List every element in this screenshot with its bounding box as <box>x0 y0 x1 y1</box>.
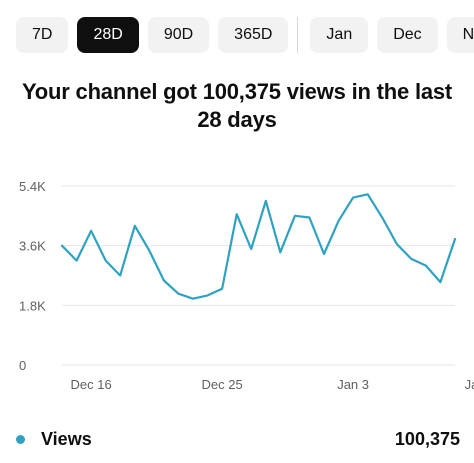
legend-total-value: 100,375 <box>394 429 460 449</box>
date-range-chips: 7D 28D 90D 365D Jan Dec Nov <box>16 17 474 53</box>
chip-divider <box>297 17 299 53</box>
chip-28d[interactable]: 28D <box>77 17 139 53</box>
legend-marker <box>16 435 25 444</box>
chart-series <box>60 193 457 300</box>
y-tick-label: 1.8K <box>19 298 46 313</box>
page-title: Your channel got 100,375 views in the la… <box>21 79 453 132</box>
x-tick-label: Dec 25 <box>202 377 243 392</box>
x-axis-ticks: Dec 16 Dec 25 Jan 3 Jan 12 <box>71 377 474 392</box>
chip-365d[interactable]: 365D <box>218 17 289 53</box>
series-line-views <box>60 193 457 300</box>
views-line-chart: 0 1.8K 3.6K 5.4K Dec 16 Dec 25 Jan 3 Jan 12 <box>19 179 474 392</box>
y-tick-label: 0 <box>19 358 26 373</box>
chip-7d[interactable]: 7D <box>16 17 69 53</box>
chart-gridlines <box>62 185 455 366</box>
y-tick-label: 3.6K <box>19 239 46 254</box>
chip-month-jan[interactable]: Jan <box>310 17 369 53</box>
chip-month-nov[interactable]: Nov <box>446 17 474 53</box>
chip-90d[interactable]: 90D <box>147 17 210 53</box>
y-axis-ticks: 0 1.8K 3.6K 5.4K <box>19 179 46 373</box>
y-tick-label: 5.4K <box>19 179 46 194</box>
x-tick-label: Dec 16 <box>71 377 112 392</box>
chart-legend: Views 100,375 <box>14 429 460 450</box>
x-tick-label: Jan 12 <box>465 377 474 392</box>
x-tick-label: Jan 3 <box>337 377 369 392</box>
chip-month-dec[interactable]: Dec <box>377 17 438 53</box>
legend-label: Views <box>41 429 92 449</box>
